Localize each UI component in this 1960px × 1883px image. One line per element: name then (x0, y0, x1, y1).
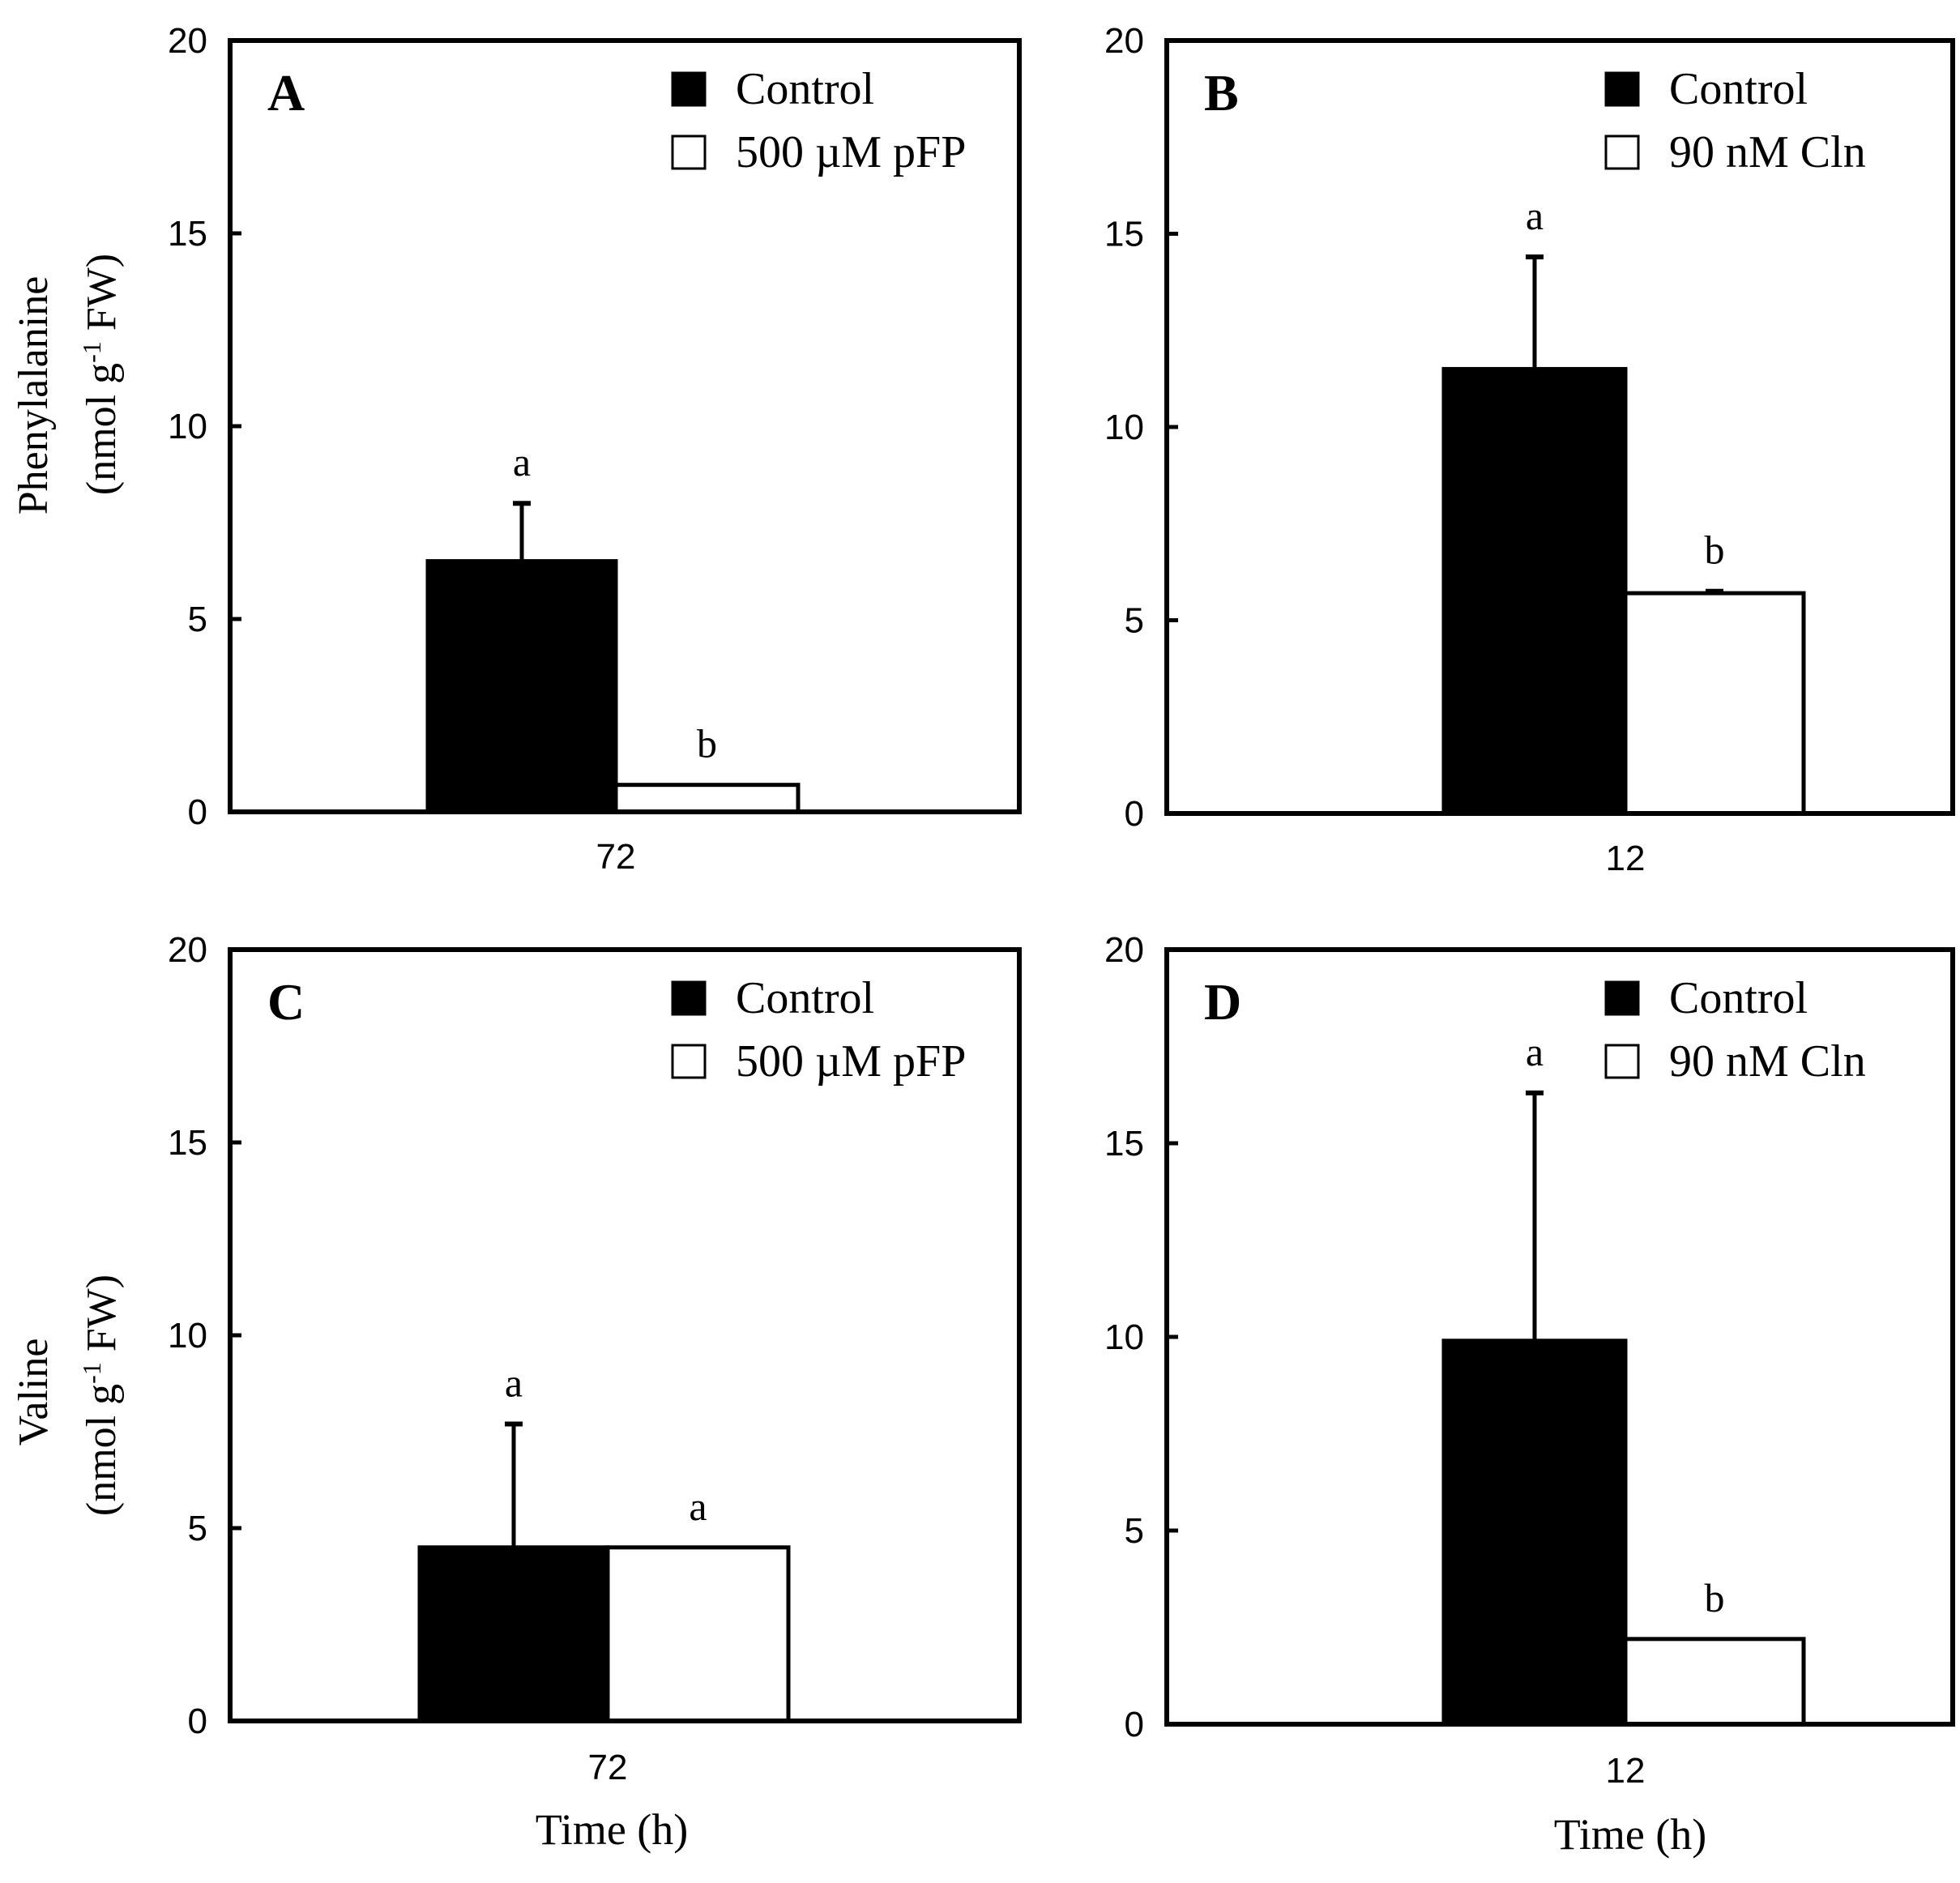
significance-letter: a (1526, 1029, 1544, 1074)
y-tick-label: 20 (168, 21, 207, 61)
bar-control (425, 559, 618, 814)
panel-label: A (267, 64, 305, 122)
significance-letter: b (1705, 1575, 1725, 1620)
legend-swatch-treatment (671, 1044, 707, 1079)
legend-label-control: Control (1669, 973, 1808, 1023)
ylabel-unit-post: FW) (79, 254, 125, 341)
y-tick-label: 5 (188, 1509, 207, 1548)
x-tick-label: 12 (1606, 839, 1646, 878)
bar-treatment (613, 783, 801, 814)
y-tick-label: 15 (1104, 215, 1144, 254)
ylabel-unit-superscript: -1 (77, 1362, 106, 1384)
panel-label: B (1204, 64, 1239, 122)
legend-swatch-control (1604, 71, 1640, 107)
y-tick-label: 20 (168, 930, 207, 970)
bar-treatment (1623, 591, 1806, 816)
x-tick-label: 12 (1606, 1751, 1646, 1791)
legend-label-control: Control (1669, 64, 1808, 114)
significance-letter: a (505, 1360, 523, 1405)
bar-treatment (1623, 1637, 1806, 1727)
y-tick-label: 15 (168, 1123, 207, 1163)
ylabel-phenylalanine-line1: Phenylalanine (11, 276, 57, 515)
bar-control (1441, 366, 1628, 816)
y-tick-label: 15 (168, 214, 207, 254)
y-tick-label: 10 (168, 407, 207, 446)
y-tick-label: 15 (1104, 1124, 1144, 1164)
y-tick-label: 5 (1125, 1511, 1144, 1551)
bar-control (1441, 1339, 1628, 1727)
panel-a: a b 0 5 10 15 20 72 A Control 500 µM pFP (168, 21, 1022, 877)
x-tick-label: 72 (596, 837, 636, 877)
y-tick-label: 0 (1125, 1705, 1144, 1744)
significance-letter: a (513, 439, 531, 485)
legend-label-control: Control (736, 973, 874, 1023)
panel-label: C (267, 973, 305, 1031)
significance-letter: b (697, 721, 717, 766)
legend-label-treatment: 500 µM pFP (736, 1036, 966, 1087)
ylabel-unit-pre: (nmol g (79, 1384, 125, 1516)
significance-letter: a (1526, 193, 1544, 238)
legend-swatch-treatment (1604, 134, 1640, 170)
legend-label-treatment: 90 nM Cln (1669, 127, 1866, 177)
y-tick-label: 10 (168, 1316, 207, 1356)
y-tick-label: 5 (188, 600, 207, 639)
y-tick-label: 10 (1104, 1317, 1144, 1357)
ylabel-phenylalanine-line2: (nmol g-1 FW) (77, 254, 125, 495)
legend-swatch-control (671, 71, 707, 107)
bar-control (417, 1545, 610, 1723)
ylabel-unit-post: FW) (79, 1275, 125, 1362)
y-tick-label: 20 (1104, 930, 1144, 970)
bar-treatment (605, 1545, 791, 1723)
legend-swatch-treatment (1604, 1044, 1640, 1079)
xlabel-right: Time (h) (1554, 1810, 1707, 1859)
legend-swatch-control (671, 980, 707, 1016)
significance-letter: a (689, 1484, 707, 1529)
y-tick-label: 0 (188, 1702, 207, 1741)
legend-label-treatment: 90 nM Cln (1669, 1036, 1866, 1087)
row-labels: Phenylalanine (nmol g-1 FW) Valine (nmol… (11, 254, 1706, 1859)
ylabel-valine-line1: Valine (11, 1339, 57, 1446)
ylabel-valine-line2: (nmol g-1 FW) (77, 1275, 125, 1516)
panel-label: D (1204, 973, 1241, 1031)
ylabel-unit-pre: (nmol g (79, 363, 125, 495)
legend-swatch-control (1604, 980, 1640, 1016)
panel-c: a a 0 5 10 15 20 72 C Control 500 µM pFP (168, 930, 1022, 1787)
significance-letter: b (1705, 527, 1725, 573)
legend-swatch-treatment (671, 134, 707, 170)
x-tick-label: 72 (588, 1748, 628, 1787)
legend-label-treatment: 500 µM pFP (736, 127, 966, 177)
xlabel-left: Time (h) (536, 1805, 689, 1854)
panel-b: a b 0 5 10 15 20 12 B Control 90 nM Cln (1104, 21, 1955, 878)
ylabel-unit-superscript: -1 (77, 341, 106, 363)
panel-d: a b 0 5 10 15 20 12 D Control 90 nM Cln (1104, 930, 1955, 1791)
y-tick-label: 10 (1104, 408, 1144, 447)
y-tick-label: 20 (1104, 21, 1144, 61)
legend-label-control: Control (736, 64, 874, 114)
y-tick-label: 5 (1125, 601, 1144, 641)
y-tick-label: 0 (1125, 794, 1144, 834)
y-tick-label: 0 (188, 792, 207, 832)
